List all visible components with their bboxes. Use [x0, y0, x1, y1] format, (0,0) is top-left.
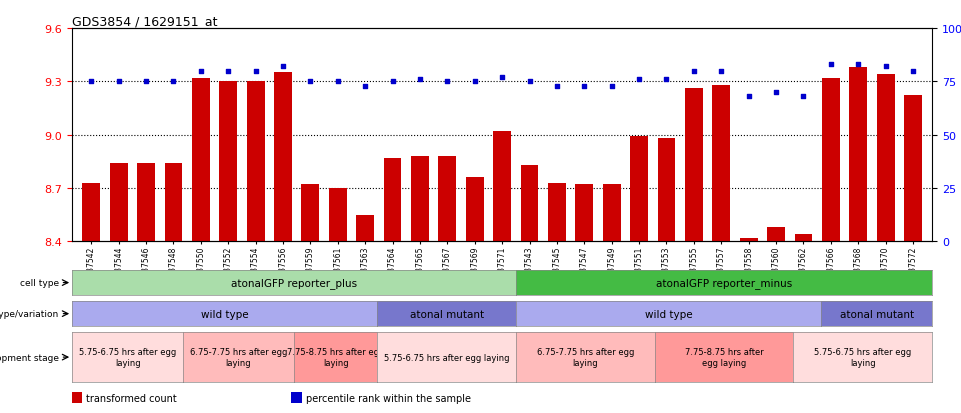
Text: wild type: wild type	[201, 309, 249, 319]
Bar	[493, 132, 511, 242]
Bar	[712, 85, 730, 242]
Point	[439, 79, 455, 85]
Bar	[164, 164, 183, 242]
Bar	[219, 82, 237, 242]
Text: 5.75-6.75 hrs after egg
laying: 5.75-6.75 hrs after egg laying	[814, 348, 911, 367]
Text: 5.75-6.75 hrs after egg
laying: 5.75-6.75 hrs after egg laying	[79, 348, 176, 367]
Point	[467, 79, 482, 85]
Point	[824, 62, 839, 69]
Point	[905, 68, 921, 75]
Point	[494, 74, 509, 81]
Text: 6.75-7.75 hrs after egg
laying: 6.75-7.75 hrs after egg laying	[190, 348, 287, 367]
Text: GDS3854 / 1629151_at: GDS3854 / 1629151_at	[72, 15, 217, 28]
Point	[659, 77, 675, 83]
Bar	[192, 78, 209, 242]
Bar	[876, 75, 895, 242]
Point	[111, 79, 126, 85]
Point	[220, 68, 235, 75]
Bar	[795, 235, 812, 242]
Point	[384, 79, 400, 85]
Point	[577, 83, 592, 90]
Text: 7.75-8.75 hrs after
egg laying: 7.75-8.75 hrs after egg laying	[684, 348, 763, 367]
Bar	[740, 238, 757, 242]
Bar	[329, 188, 347, 242]
Point	[550, 83, 565, 90]
Text: wild type: wild type	[645, 309, 693, 319]
Text: 5.75-6.75 hrs after egg laying: 5.75-6.75 hrs after egg laying	[383, 353, 509, 362]
Point	[138, 79, 154, 85]
Point	[84, 79, 99, 85]
Bar	[83, 183, 100, 242]
Text: 6.75-7.75 hrs after egg
laying: 6.75-7.75 hrs after egg laying	[536, 348, 634, 367]
Point	[741, 94, 756, 100]
Text: transformed count: transformed count	[86, 393, 177, 403]
Point	[330, 79, 345, 85]
Point	[850, 62, 866, 69]
Text: 7.75-8.75 hrs after egg
laying: 7.75-8.75 hrs after egg laying	[287, 348, 384, 367]
Point	[631, 77, 647, 83]
Point	[878, 64, 894, 71]
Bar	[291, 392, 302, 404]
Bar	[657, 139, 676, 242]
Bar	[302, 185, 319, 242]
Bar	[438, 157, 456, 242]
Bar	[110, 164, 128, 242]
Text: atonal mutant: atonal mutant	[840, 309, 914, 319]
Bar	[357, 215, 374, 242]
Bar	[521, 165, 538, 242]
Text: atonalGFP reporter_plus: atonalGFP reporter_plus	[231, 278, 357, 288]
Text: percentile rank within the sample: percentile rank within the sample	[306, 393, 471, 403]
Bar	[685, 89, 702, 242]
Bar	[576, 185, 593, 242]
Bar	[850, 68, 867, 242]
Point	[165, 79, 181, 85]
Text: atonalGFP reporter_minus: atonalGFP reporter_minus	[656, 278, 792, 288]
Point	[604, 83, 620, 90]
Bar	[137, 164, 155, 242]
Bar	[822, 78, 840, 242]
Bar	[274, 73, 292, 242]
Point	[193, 68, 209, 75]
Point	[522, 79, 537, 85]
Bar	[603, 185, 621, 242]
Point	[686, 68, 702, 75]
Bar	[383, 158, 402, 242]
Text: cell type: cell type	[20, 278, 60, 287]
Bar	[247, 82, 264, 242]
Bar	[466, 178, 483, 242]
Bar	[767, 228, 785, 242]
Point	[248, 68, 263, 75]
Bar	[548, 183, 566, 242]
Bar	[630, 137, 648, 242]
Point	[769, 89, 784, 96]
Point	[357, 83, 373, 90]
Point	[303, 79, 318, 85]
Text: development stage: development stage	[0, 353, 60, 362]
Point	[275, 64, 290, 71]
Point	[796, 94, 811, 100]
Point	[714, 68, 729, 75]
Bar	[904, 96, 922, 242]
Bar	[72, 392, 83, 404]
Text: genotype/variation: genotype/variation	[0, 309, 60, 318]
Bar	[411, 157, 429, 242]
Text: atonal mutant: atonal mutant	[409, 309, 483, 319]
Point	[412, 77, 428, 83]
